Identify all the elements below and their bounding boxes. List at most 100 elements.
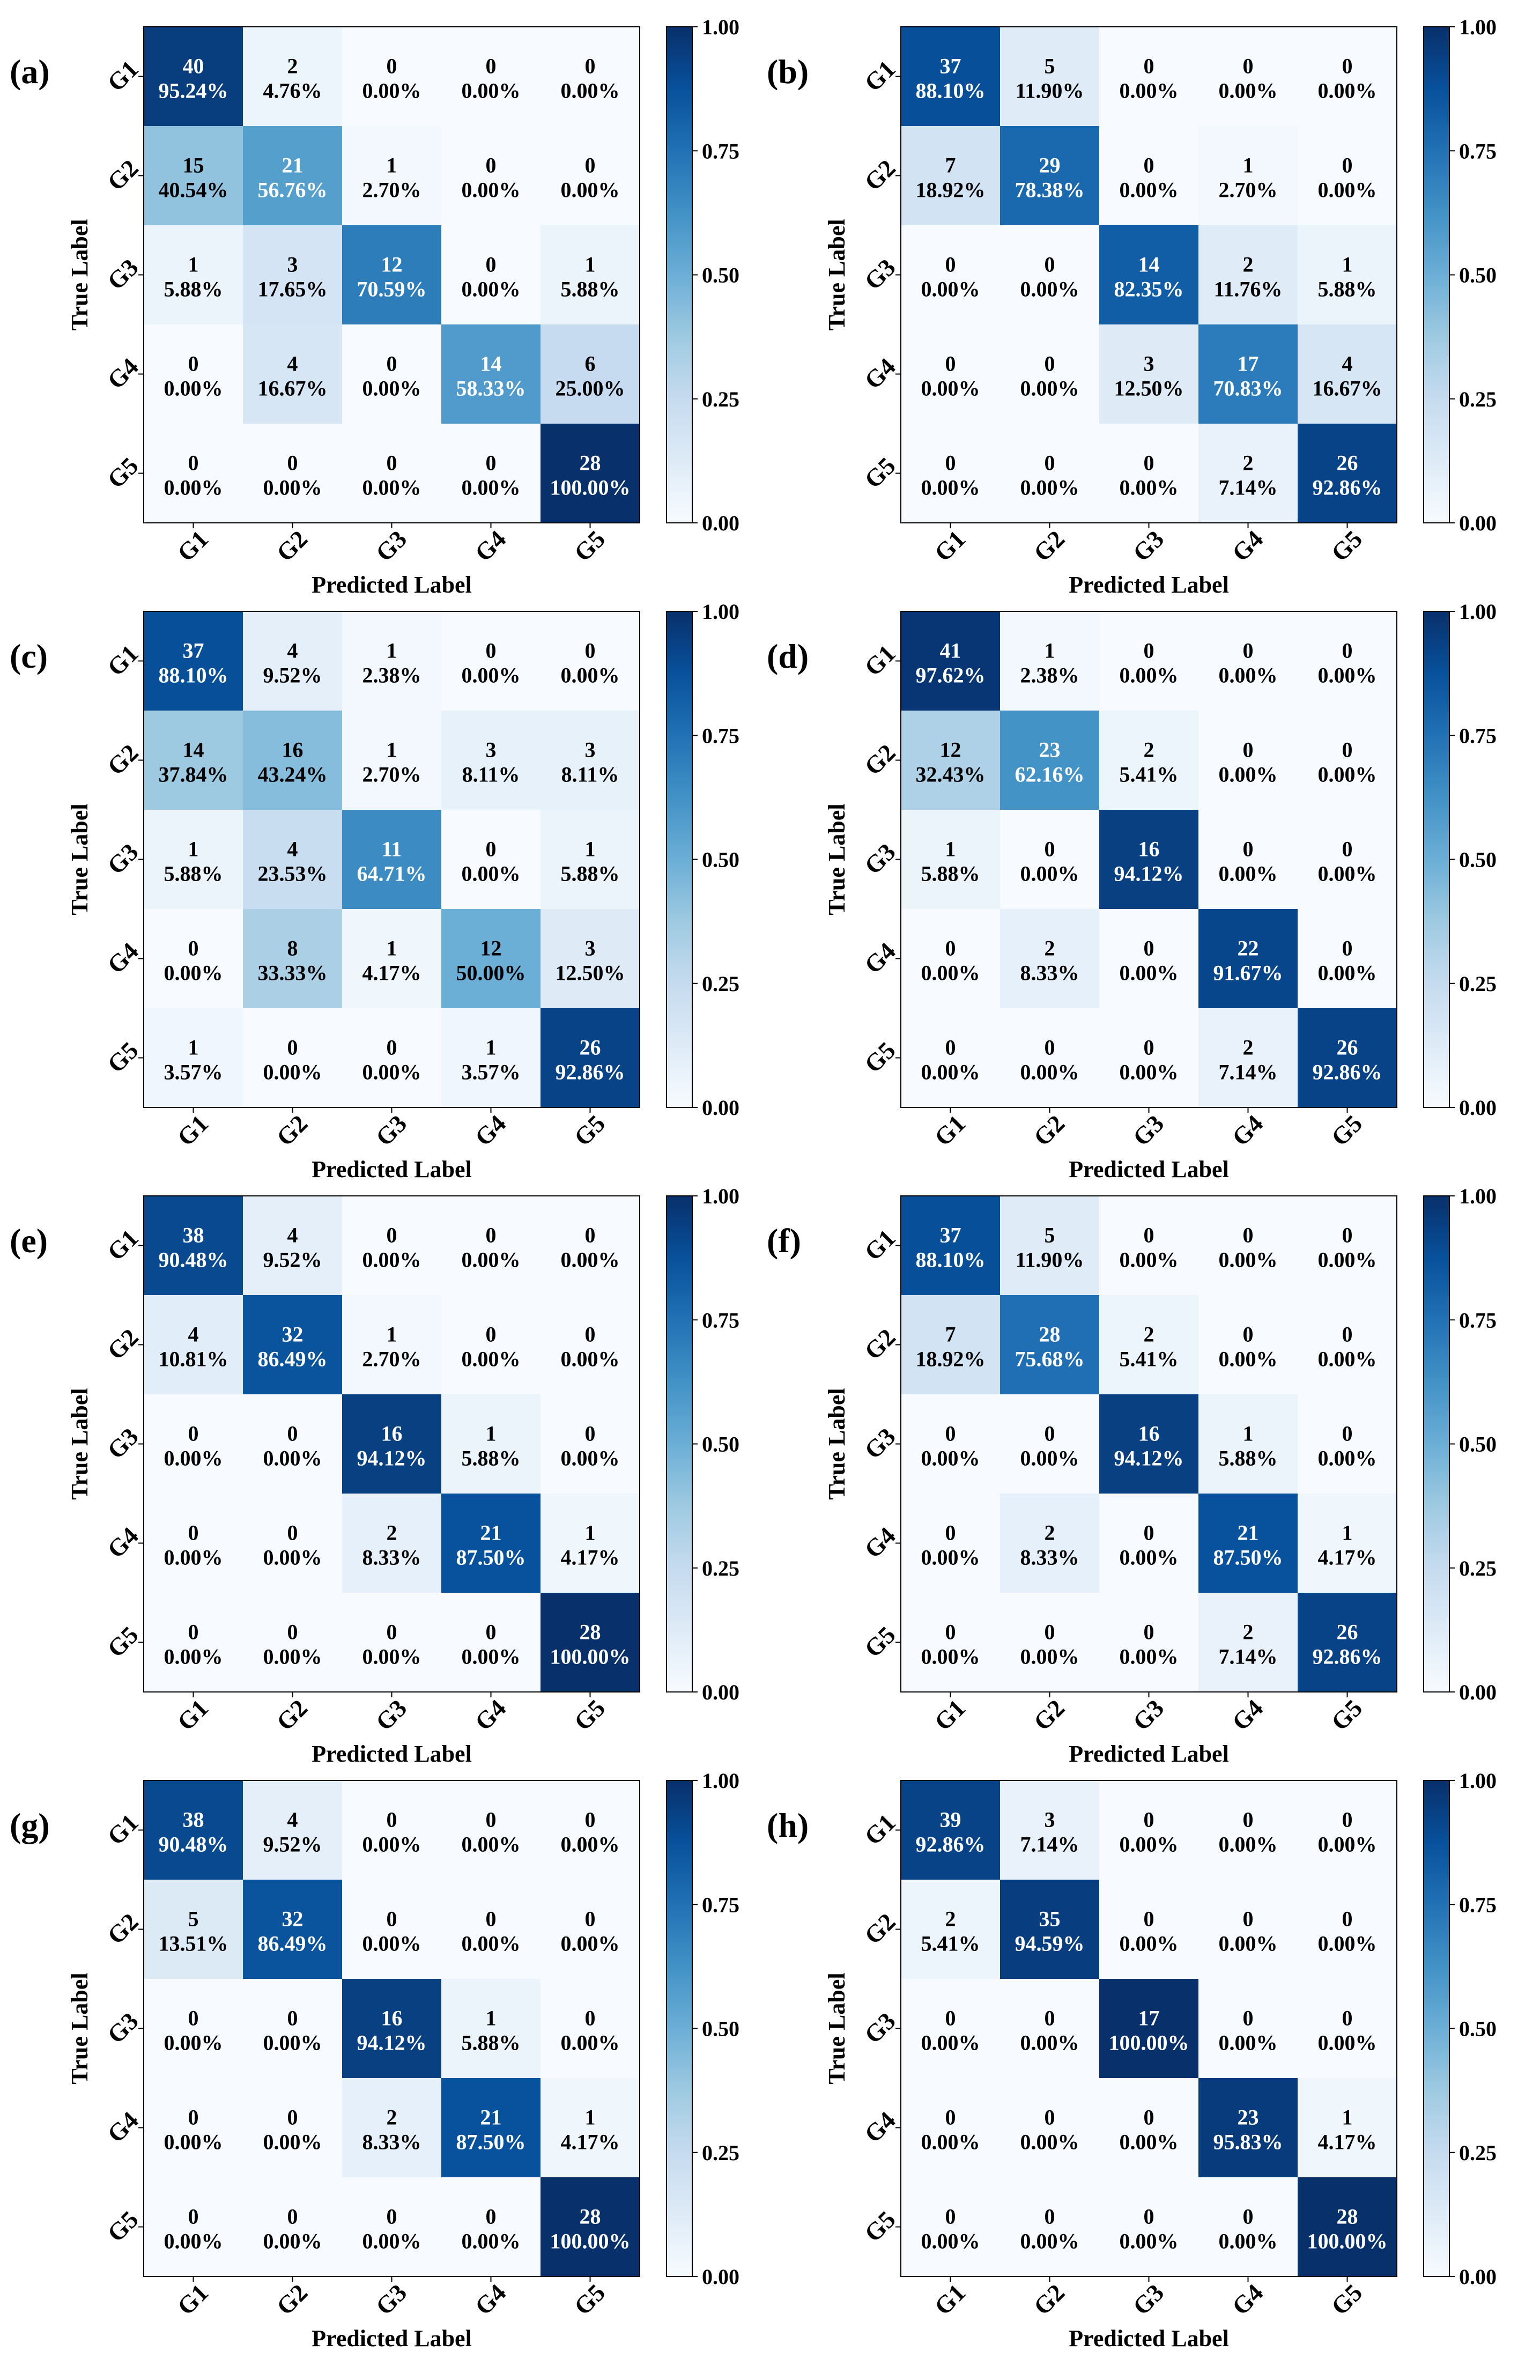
y-tick-label: G5: [102, 1621, 144, 1663]
cell-percent: 0.00%: [921, 961, 980, 985]
x-axis-label: Predicted Label: [1069, 1741, 1229, 1767]
y-tick-label: G1: [102, 1809, 144, 1851]
cell-percent: 0.00%: [921, 1446, 980, 1470]
cell-count: 0: [585, 639, 596, 663]
matrix-cell: [1298, 2078, 1397, 2177]
matrix-cell: [1099, 424, 1198, 523]
y-tick-label: G1: [859, 640, 901, 682]
cell-percent: 5.88%: [462, 1446, 521, 1470]
cell-percent: 70.59%: [357, 277, 427, 301]
matrix-cell: [1198, 1494, 1298, 1593]
matrix-cell: [901, 1494, 1000, 1593]
cell-count: 28: [1337, 2205, 1358, 2229]
matrix-cell: [541, 1295, 640, 1394]
y-tick-label: G4: [859, 2106, 901, 2148]
y-tick-label: G2: [859, 1324, 901, 1365]
cell-count: 1: [387, 1322, 397, 1347]
matrix-cell: [1000, 2177, 1099, 2276]
x-tick-label: G5: [1326, 525, 1368, 567]
matrix-cell: [1099, 27, 1198, 126]
cell-percent: 100.00%: [1307, 2229, 1388, 2253]
cell-percent: 0.00%: [921, 277, 980, 301]
cell-count: 0: [1243, 54, 1254, 78]
cell-percent: 5.88%: [164, 277, 223, 301]
y-tick-label: G5: [102, 1037, 144, 1078]
cell-percent: 5.88%: [1318, 277, 1377, 301]
cell-percent: 9.52%: [263, 1832, 322, 1857]
colorbar-tick-label: 0.75: [1459, 1308, 1497, 1332]
matrix-cell: [441, 2177, 541, 2276]
cell-percent: 78.38%: [1015, 178, 1085, 202]
cell-count: 1: [1045, 639, 1055, 663]
cell-percent: 0.00%: [164, 376, 223, 401]
cell-percent: 0.00%: [362, 79, 421, 103]
matrix-cell: [1099, 1780, 1198, 1880]
x-axis-label: Predicted Label: [1069, 2325, 1229, 2352]
cell-percent: 0.00%: [462, 178, 521, 202]
matrix-cell: [541, 1979, 640, 2078]
y-tick-label: G2: [102, 739, 144, 781]
cell-count: 0: [1144, 153, 1154, 178]
matrix-cell: [144, 126, 243, 225]
cell-percent: 43.24%: [258, 763, 328, 787]
y-tick-label: G2: [102, 154, 144, 196]
matrix-cell: [901, 27, 1000, 126]
cell-percent: 5.41%: [921, 1932, 980, 1956]
y-tick-label: G4: [102, 353, 144, 395]
x-tick-label: G3: [1128, 1694, 1169, 1736]
cell-count: 0: [1342, 1907, 1353, 1931]
matrix-cell: [342, 225, 441, 324]
cell-count: 2: [387, 2105, 397, 2130]
cell-count: 2: [387, 1521, 397, 1545]
colorbar-tick-label: 0.00: [702, 1680, 739, 1704]
cell-count: 0: [1342, 738, 1353, 762]
cell-count: 4: [287, 1808, 298, 1832]
matrix-cell: [243, 1196, 342, 1295]
cell-count: 3: [585, 738, 596, 762]
cell-percent: 9.52%: [263, 663, 322, 688]
cell-percent: 0.00%: [1120, 79, 1179, 103]
matrix-cell: [441, 1494, 541, 1593]
cell-count: 4: [287, 352, 298, 376]
x-tick-label: G2: [271, 1110, 313, 1151]
matrix-cell: [1099, 1593, 1198, 1692]
cell-count: 1: [585, 837, 596, 861]
matrix-cell: [1000, 424, 1099, 523]
cell-percent: 8.11%: [462, 763, 520, 787]
cell-percent: 0.00%: [1318, 1248, 1377, 1272]
y-tick-label: G1: [859, 55, 901, 97]
cell-count: 1: [945, 837, 956, 861]
cell-percent: 0.00%: [263, 1546, 322, 1570]
x-tick-label: G2: [1028, 525, 1070, 567]
cell-percent: 0.00%: [1318, 663, 1377, 688]
cell-count: 0: [1045, 837, 1055, 861]
cell-count: 1: [188, 1036, 199, 1060]
cell-percent: 12.50%: [1114, 376, 1184, 401]
cell-percent: 92.86%: [1313, 476, 1382, 500]
cell-count: 2: [1243, 1620, 1254, 1644]
matrix-cell: [901, 225, 1000, 324]
matrix-cell: [1099, 1880, 1198, 1979]
cell-count: 40: [183, 54, 204, 78]
y-axis-label: True Label: [66, 219, 93, 330]
cell-percent: 7.14%: [1219, 1060, 1278, 1084]
cell-percent: 0.00%: [561, 2031, 620, 2055]
colorbar-tick-label: 1.00: [702, 1769, 739, 1793]
cell-count: 0: [188, 1521, 199, 1545]
matrix-cell: [144, 909, 243, 1008]
matrix-cell: [1198, 611, 1298, 711]
cell-count: 21: [480, 2105, 502, 2130]
cell-count: 0: [1342, 1808, 1353, 1832]
colorbar-tick-label: 0.25: [1459, 387, 1497, 411]
x-axis-label: Predicted Label: [312, 1156, 472, 1182]
colorbar-tick-label: 0.75: [1459, 1893, 1497, 1917]
y-axis-label: True Label: [66, 803, 93, 915]
cell-count: 14: [1138, 253, 1160, 277]
cell-percent: 0.00%: [921, 2130, 980, 2154]
cell-count: 2: [1243, 451, 1254, 475]
cell-percent: 0.00%: [1120, 178, 1179, 202]
cell-count: 26: [1337, 1620, 1358, 1644]
x-axis-label: Predicted Label: [1069, 572, 1229, 598]
matrix-cell: [1298, 1008, 1397, 1107]
y-tick-label: G2: [859, 1908, 901, 1950]
